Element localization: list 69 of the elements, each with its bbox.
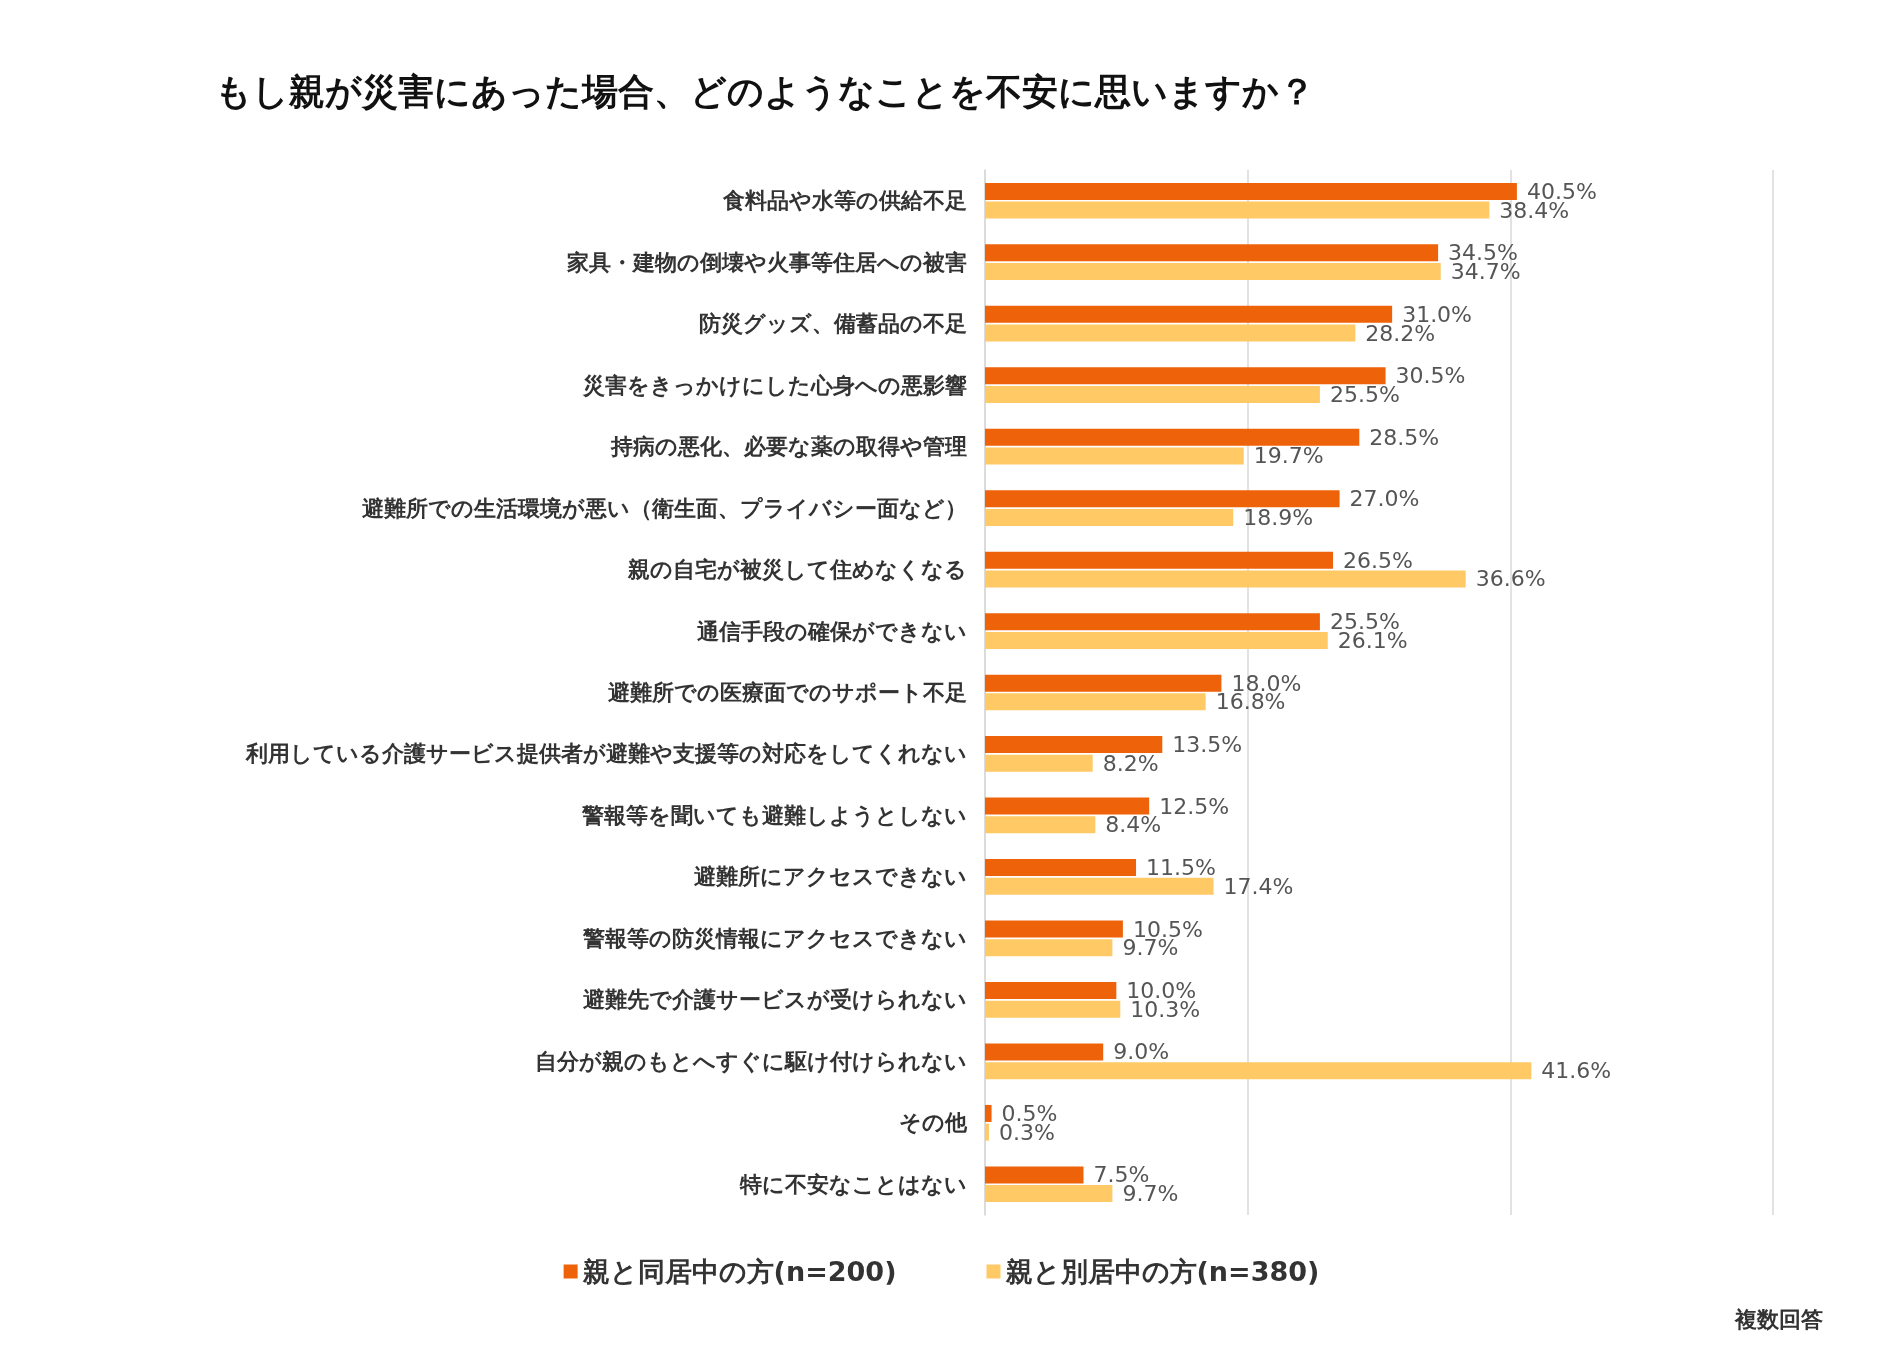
- data-label: 8.4%: [1105, 812, 1162, 838]
- y-tick-label: 避難所での生活環境が悪い（衛生面、プライバシー面など）: [362, 495, 967, 521]
- bar: [985, 570, 1466, 588]
- bar: [985, 244, 1439, 262]
- y-tick-label: 利用している介護サービス提供者が避難や支援等の対応をしてくれない: [245, 741, 967, 767]
- y-tick-label: 持病の悪化、必要な薬の取得や管理: [610, 434, 967, 460]
- y-tick-label: 家具・建物の倒壊や火事等住居への被害: [566, 249, 967, 275]
- y-tick-label: 自分が親のもとへすぐに駆け付けられない: [535, 1048, 967, 1074]
- bar: [985, 367, 1386, 385]
- y-tick-label: 警報等を聞いても避難しようとしない: [581, 802, 967, 828]
- bar: [985, 508, 1234, 526]
- bar: [985, 1062, 1532, 1080]
- data-label: 41.6%: [1541, 1058, 1612, 1084]
- data-label: 17.4%: [1223, 873, 1294, 899]
- bar: [985, 1185, 1113, 1203]
- data-label: 9.0%: [1113, 1039, 1170, 1065]
- data-label: 8.2%: [1102, 750, 1159, 776]
- y-tick-label: 災害をきっかけにした心身への悪影響: [582, 372, 967, 398]
- data-label: 19.7%: [1253, 443, 1324, 469]
- data-label: 11.5%: [1146, 855, 1216, 881]
- y-tick-label: 防災グッズ、備蓄品の不足: [699, 311, 967, 337]
- bar: [985, 859, 1137, 877]
- bar: [985, 182, 1517, 200]
- data-label: 26.5%: [1343, 547, 1413, 573]
- data-label: 28.5%: [1369, 424, 1440, 450]
- bar: [985, 982, 1117, 999]
- data-label: 27.0%: [1349, 486, 1420, 512]
- bar: [985, 386, 1320, 403]
- bar: [985, 736, 1163, 754]
- y-tick-label: 通信手段の確保ができない: [696, 618, 967, 644]
- bar: [985, 1104, 992, 1122]
- bar: [985, 877, 1214, 895]
- bar: [985, 324, 1356, 342]
- bar: [985, 920, 1123, 938]
- bar: [985, 816, 1096, 834]
- text: 複数回答: [1734, 1306, 1823, 1332]
- legend-label: 親と別居中の方(n=380): [1004, 1256, 1320, 1287]
- chart-title: もし親が災害にあった場合、どのようなことを不安に思いますか？: [215, 70, 1315, 112]
- y-tick-label: 避難先で介護サービスが受けられない: [583, 987, 967, 1013]
- bar: [985, 939, 1113, 957]
- bar: [985, 305, 1393, 323]
- y-tick-label: その他: [899, 1110, 968, 1136]
- legend-label: 親と同居中の方(n=200): [581, 1256, 897, 1287]
- bar: [985, 1000, 1121, 1018]
- bar: [985, 631, 1328, 649]
- bar: [985, 797, 1150, 815]
- y-tick-label: 避難所にアクセスできない: [694, 864, 967, 890]
- bar: [985, 1123, 989, 1141]
- bar: [985, 201, 1490, 219]
- data-label: 13.5%: [1172, 732, 1243, 758]
- bar: [985, 447, 1244, 465]
- bar: [985, 674, 1222, 692]
- bar: [985, 1166, 1084, 1184]
- y-tick-label: 警報等の防災情報にアクセスできない: [582, 925, 967, 951]
- bar: [985, 693, 1206, 711]
- y-tick-label: 食料品や水等の供給不足: [722, 188, 967, 214]
- data-label: 18.9%: [1243, 504, 1314, 530]
- bar: [985, 263, 1441, 281]
- y-tick-label: 避難所での医療面でのサポート不足: [608, 680, 967, 705]
- bar: [985, 1043, 1104, 1061]
- y-tick-label: 特に不安なことはない: [739, 1171, 967, 1197]
- y-tick-label: 親の自宅が被災して住めなくなる: [627, 557, 967, 583]
- bar: [985, 490, 1340, 508]
- data-label: 12.5%: [1159, 793, 1230, 819]
- bar: [985, 551, 1334, 569]
- bar: [985, 428, 1360, 446]
- data-label: 36.6%: [1475, 566, 1546, 592]
- bar: [985, 754, 1093, 772]
- bar: [985, 613, 1320, 631]
